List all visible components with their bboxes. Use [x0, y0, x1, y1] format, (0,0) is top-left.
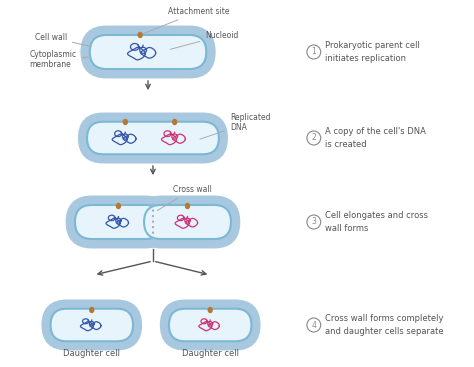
- Text: 3: 3: [311, 218, 316, 226]
- Text: Prokaryotic parent cell
initiates replication: Prokaryotic parent cell initiates replic…: [325, 41, 419, 63]
- Text: Cross wall: Cross wall: [157, 185, 211, 211]
- Text: 2: 2: [311, 134, 316, 142]
- Text: 1: 1: [311, 47, 316, 57]
- Text: Nucleoid: Nucleoid: [171, 31, 238, 49]
- Text: Cell wall: Cell wall: [35, 33, 91, 46]
- FancyBboxPatch shape: [144, 205, 231, 239]
- Text: Cell elongates and cross
wall forms: Cell elongates and cross wall forms: [325, 211, 428, 233]
- Text: 4: 4: [311, 320, 316, 330]
- Ellipse shape: [173, 120, 177, 124]
- FancyBboxPatch shape: [84, 29, 212, 75]
- FancyBboxPatch shape: [45, 303, 139, 347]
- FancyBboxPatch shape: [138, 199, 237, 245]
- Text: Attachment site: Attachment site: [143, 7, 229, 34]
- FancyBboxPatch shape: [75, 205, 162, 239]
- Text: Daughter cell: Daughter cell: [63, 349, 120, 358]
- Text: Cross wall forms completely
and daughter cells separate: Cross wall forms completely and daughter…: [325, 314, 443, 336]
- FancyBboxPatch shape: [82, 116, 225, 160]
- Ellipse shape: [90, 308, 94, 312]
- FancyBboxPatch shape: [51, 309, 133, 341]
- Ellipse shape: [185, 203, 190, 208]
- FancyBboxPatch shape: [169, 309, 251, 341]
- Ellipse shape: [117, 203, 120, 208]
- Ellipse shape: [123, 120, 128, 124]
- FancyBboxPatch shape: [90, 35, 206, 69]
- Text: A copy of the cell's DNA
is created: A copy of the cell's DNA is created: [325, 127, 426, 149]
- Text: Cytoplasmic
membrane: Cytoplasmic membrane: [29, 50, 88, 69]
- FancyBboxPatch shape: [164, 303, 257, 347]
- Text: Daughter cell: Daughter cell: [182, 349, 239, 358]
- Ellipse shape: [138, 33, 142, 37]
- Ellipse shape: [208, 308, 212, 312]
- Text: Replicated
DNA: Replicated DNA: [200, 113, 271, 139]
- FancyBboxPatch shape: [69, 199, 168, 245]
- FancyBboxPatch shape: [87, 122, 219, 154]
